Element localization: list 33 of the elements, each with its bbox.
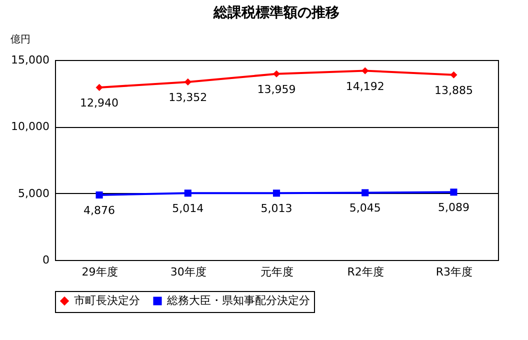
x-tick-label: R2年度 xyxy=(347,266,384,278)
data-label: 13,959 xyxy=(257,82,296,96)
chart-title: 総課税標準額の推移 xyxy=(212,4,340,21)
x-tick-label: 29年度 xyxy=(82,266,118,278)
y-tick-label: 10,000 xyxy=(11,120,50,134)
data-label: 13,352 xyxy=(168,90,208,104)
point xyxy=(184,190,192,197)
point xyxy=(96,191,103,199)
point xyxy=(362,67,369,74)
legend-label: 市町長決定分 xyxy=(74,294,140,307)
x-tick-label: 30年度 xyxy=(170,266,206,278)
point xyxy=(362,189,369,196)
data-label: 4,876 xyxy=(84,204,116,217)
y-tick-label: 15,000 xyxy=(11,54,50,66)
point xyxy=(272,70,280,78)
point xyxy=(272,190,280,197)
point xyxy=(184,78,192,86)
data-label: 13,885 xyxy=(434,84,473,97)
point xyxy=(450,71,458,78)
x-tick-label: R3年度 xyxy=(436,266,473,278)
data-label: 5,089 xyxy=(438,201,470,214)
y-axis-title: 億円 xyxy=(10,34,30,46)
point xyxy=(96,84,103,92)
point xyxy=(450,188,458,196)
data-label: 14,192 xyxy=(346,80,384,93)
legend-label: 総務大臣・県知事配分決定分 xyxy=(166,294,310,307)
data-label: 5,045 xyxy=(349,202,381,215)
y-tick-label: 0 xyxy=(42,254,50,266)
data-label: 5,013 xyxy=(260,202,292,216)
x-tick-label: 元年度 xyxy=(260,266,294,278)
data-label: 5,014 xyxy=(172,202,204,216)
y-tick-label: 5,000 xyxy=(18,186,50,200)
data-label: 12,940 xyxy=(80,96,119,110)
